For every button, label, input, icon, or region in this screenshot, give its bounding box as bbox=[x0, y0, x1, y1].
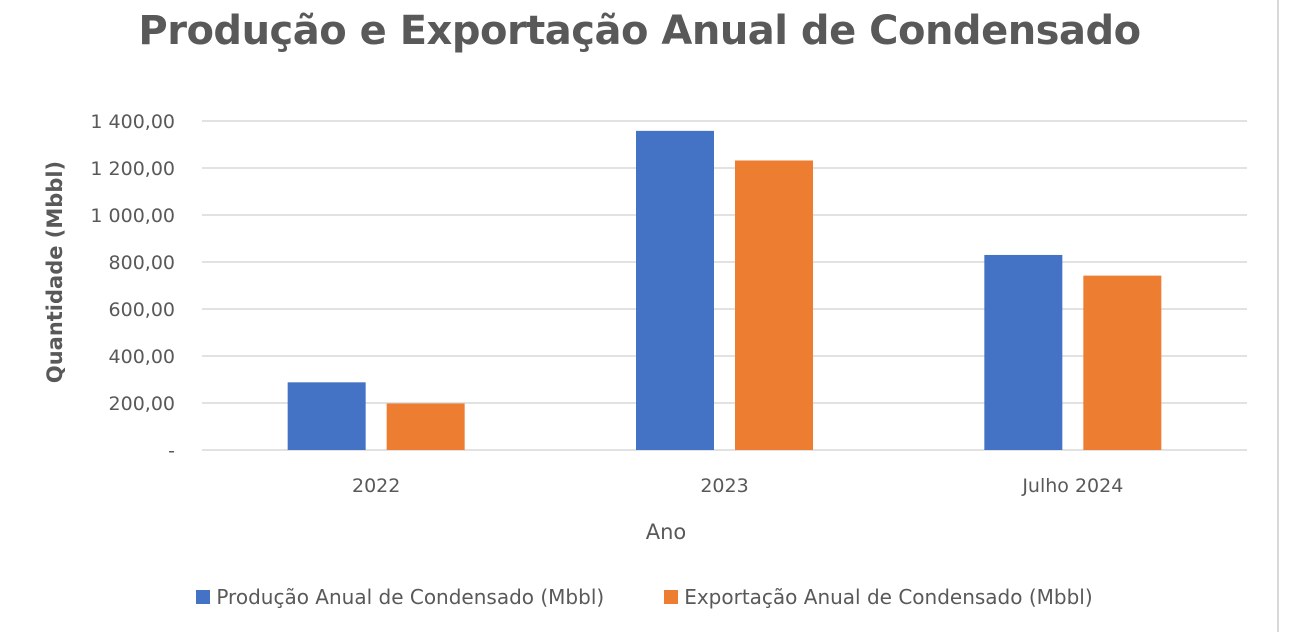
legend-item-exportacao[interactable]: Exportação Anual de Condensado (Mbbl) bbox=[664, 585, 1093, 609]
bar-exportacao bbox=[1083, 275, 1162, 450]
y-tick-label: 200,00 bbox=[109, 393, 175, 415]
bar-producao bbox=[984, 254, 1063, 450]
legend-label-exportacao: Exportação Anual de Condensado (Mbbl) bbox=[684, 585, 1093, 609]
x-tick-label: 2023 bbox=[700, 475, 748, 497]
legend: Produção Anual de Condensado (Mbbl) Expo… bbox=[0, 585, 1289, 609]
legend-label-producao: Produção Anual de Condensado (Mbbl) bbox=[216, 585, 605, 609]
y-tick-label: 1 200,00 bbox=[90, 158, 175, 180]
y-tick-label: 600,00 bbox=[109, 299, 175, 321]
x-tick-label: Julho 2024 bbox=[1021, 475, 1123, 497]
legend-swatch-exportacao bbox=[664, 590, 679, 604]
bar-producao bbox=[636, 130, 714, 450]
bar-producao bbox=[287, 382, 366, 450]
y-tick-label: 1 000,00 bbox=[90, 205, 175, 227]
y-tick-label: 800,00 bbox=[109, 252, 175, 274]
bar-exportacao bbox=[735, 160, 813, 451]
x-tick-label: 2022 bbox=[352, 475, 400, 497]
chart-title: Produção e Exportação Anual de Condensad… bbox=[138, 8, 1141, 54]
legend-item-producao[interactable]: Produção Anual de Condensado (Mbbl) bbox=[196, 585, 604, 609]
legend-swatch-producao bbox=[196, 590, 211, 604]
y-tick-label: 400,00 bbox=[109, 346, 175, 368]
y-axis-title: Quantidade (Mbbl) bbox=[43, 161, 67, 383]
x-axis-title: Ano bbox=[646, 520, 687, 544]
y-tick-label: 1 400,00 bbox=[90, 111, 175, 133]
bar-exportacao bbox=[386, 403, 465, 450]
y-tick-label: - bbox=[168, 440, 175, 462]
